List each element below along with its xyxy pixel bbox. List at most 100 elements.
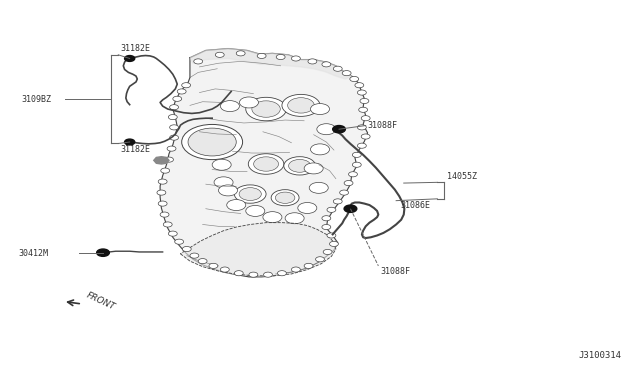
Circle shape [327,207,336,212]
Circle shape [317,124,336,135]
Circle shape [322,224,331,230]
Circle shape [177,89,186,94]
Text: FRONT: FRONT [85,290,117,311]
Polygon shape [190,49,352,79]
Circle shape [220,267,229,272]
Circle shape [173,96,182,101]
Circle shape [209,263,218,269]
Circle shape [234,271,243,276]
Circle shape [160,212,169,217]
Text: J3100314: J3100314 [579,351,621,360]
Circle shape [309,182,328,193]
Circle shape [252,101,280,117]
Circle shape [161,168,170,173]
Circle shape [361,134,370,139]
Circle shape [342,71,351,76]
Text: 31088F: 31088F [367,121,397,131]
Circle shape [263,212,282,223]
Circle shape [239,97,259,108]
Circle shape [275,192,295,203]
Circle shape [182,247,191,251]
Circle shape [175,239,184,244]
Circle shape [287,98,314,113]
Circle shape [170,135,179,140]
Text: 31182E: 31182E [120,145,150,154]
Circle shape [234,185,266,203]
Circle shape [170,105,179,110]
Circle shape [308,59,317,64]
Circle shape [253,157,278,171]
Circle shape [167,146,176,151]
Circle shape [248,154,284,174]
Circle shape [257,53,266,58]
Circle shape [298,202,317,214]
Circle shape [350,76,358,81]
Circle shape [158,201,167,206]
Circle shape [322,216,331,221]
Circle shape [361,116,370,121]
Circle shape [333,199,342,204]
Polygon shape [180,223,336,276]
Text: 30412M: 30412M [19,249,49,258]
Circle shape [291,56,300,61]
Circle shape [276,54,285,60]
Circle shape [220,100,239,112]
Circle shape [239,187,261,201]
Circle shape [349,172,357,177]
Circle shape [357,90,366,95]
Circle shape [227,199,246,211]
Circle shape [218,185,237,196]
Circle shape [182,125,243,160]
Circle shape [215,52,224,57]
Circle shape [168,115,177,120]
Circle shape [323,249,332,254]
Circle shape [190,253,199,258]
Circle shape [125,139,135,145]
Polygon shape [160,49,367,277]
Circle shape [333,125,346,133]
Text: 14055Z: 14055Z [447,171,477,180]
Circle shape [316,257,324,262]
Circle shape [194,59,203,64]
Circle shape [264,272,273,277]
Circle shape [358,107,367,112]
Circle shape [157,190,166,195]
Circle shape [125,55,135,61]
Circle shape [360,99,369,103]
Circle shape [168,231,177,236]
Text: 31086E: 31086E [401,201,431,210]
Circle shape [246,205,265,217]
Circle shape [291,267,300,272]
Circle shape [310,103,330,115]
Circle shape [182,83,191,88]
Circle shape [353,162,361,167]
Polygon shape [154,157,169,164]
Circle shape [310,144,330,155]
Circle shape [282,94,320,116]
Circle shape [271,190,299,206]
Circle shape [344,205,356,212]
Circle shape [212,159,231,170]
Circle shape [353,152,361,157]
Text: 3109BZ: 3109BZ [22,94,52,104]
Circle shape [158,179,167,184]
Circle shape [164,157,173,162]
Text: 31182E: 31182E [120,44,150,53]
Circle shape [246,97,286,121]
Circle shape [330,241,339,247]
Circle shape [289,160,311,172]
Circle shape [340,190,349,195]
Circle shape [97,249,109,256]
Circle shape [214,177,233,188]
Circle shape [355,83,364,88]
Circle shape [170,125,179,130]
Circle shape [322,62,331,67]
Circle shape [188,128,236,156]
Circle shape [344,180,353,186]
Circle shape [278,271,286,276]
Circle shape [357,143,366,148]
Circle shape [198,259,207,264]
Circle shape [357,125,366,130]
Circle shape [304,163,323,174]
Circle shape [333,66,342,71]
